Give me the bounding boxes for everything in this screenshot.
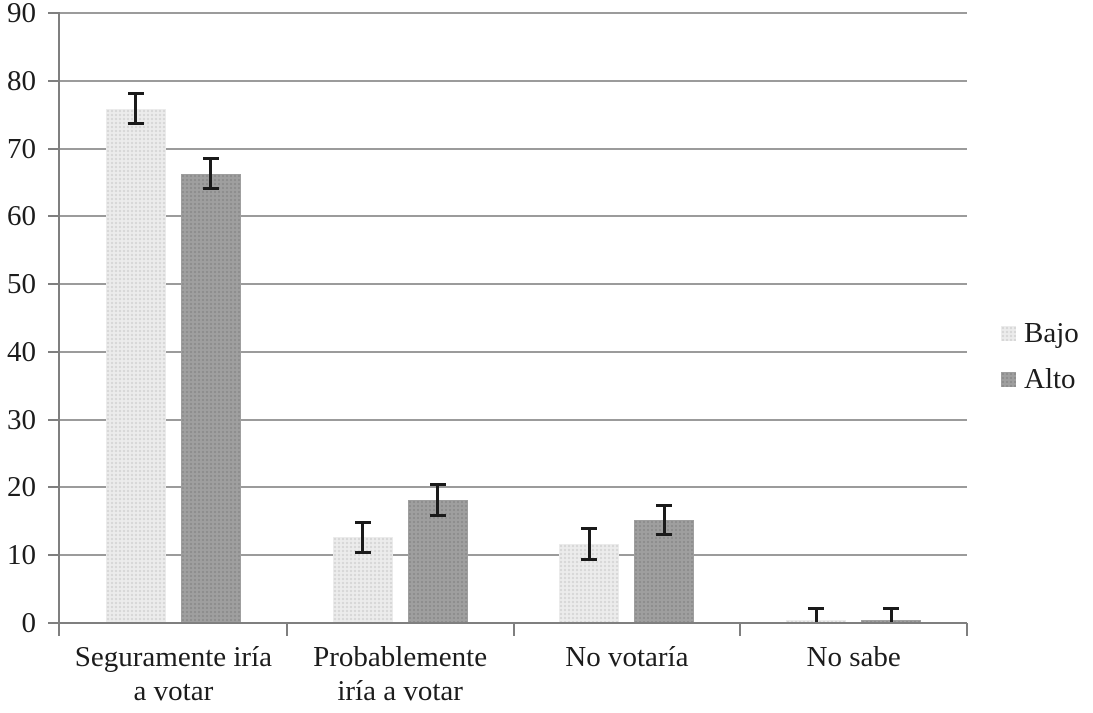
x-axis-category-label-line: Seguramente iría [74, 641, 273, 673]
legend-swatch-alto [1001, 371, 1016, 387]
bar-bajo-1 [332, 536, 393, 623]
error-bar-cap [808, 606, 825, 610]
y-axis-label: 30 [7, 403, 36, 436]
y-axis-tick [48, 283, 60, 286]
x-axis-tick [512, 623, 515, 636]
y-axis-tick [48, 12, 60, 14]
error-bar-stem [436, 484, 440, 516]
x-axis-category-label-line: No sabe [806, 641, 901, 673]
error-bar-cap [581, 557, 598, 561]
x-axis-category-label-2: No votaría [477, 640, 777, 674]
legend-swatch-bajo [1001, 325, 1016, 341]
y-axis-tick [48, 418, 60, 421]
gridline [60, 486, 967, 489]
error-bar-cap [202, 187, 219, 191]
bar-bajo-2 [559, 544, 620, 623]
x-axis-category-label-0: Seguramente iría a votar [23, 640, 323, 708]
y-axis-label: 50 [7, 268, 36, 301]
legend-item-alto: Alto [1001, 362, 1079, 396]
error-bar-stem [209, 158, 213, 189]
gridline [60, 350, 967, 353]
y-axis-label: 0 [21, 607, 37, 639]
error-bar-cap [656, 504, 673, 508]
x-axis-category-label-line: Probablemente [313, 641, 488, 673]
legend-label-bajo: Bajo [1024, 316, 1079, 349]
error-bar-stem [662, 505, 666, 535]
error-bar-stem [889, 608, 893, 623]
y-axis-tick [48, 215, 60, 218]
gridline [60, 147, 967, 150]
y-axis-label: 40 [7, 335, 36, 368]
y-axis-tick [48, 350, 60, 353]
error-bar-cap [581, 527, 598, 531]
y-axis-line [58, 13, 60, 636]
error-bar-stem [814, 608, 818, 623]
y-axis-tick [48, 554, 60, 557]
error-bar-cap [127, 92, 144, 96]
y-axis-label: 70 [7, 132, 36, 165]
x-axis-category-label-line: a votar [133, 675, 214, 707]
error-bar-cap [429, 513, 446, 517]
gridline [60, 12, 967, 14]
x-axis-category-label-1: Probablemente iría a votar [250, 640, 550, 708]
y-axis-label: 90 [7, 0, 36, 29]
error-bar-cap [127, 121, 144, 125]
y-axis-tick [48, 622, 60, 624]
gridline [60, 215, 967, 218]
legend-label-alto: Alto [1024, 362, 1076, 395]
x-axis-category-label-line: No votaría [565, 641, 689, 673]
error-bar-cap [202, 157, 219, 161]
error-bar-cap [883, 606, 900, 610]
error-bar-cap [354, 551, 371, 554]
error-bar-stem [587, 528, 591, 560]
y-axis-tick [48, 79, 60, 82]
gridline [60, 79, 967, 82]
bar-bajo-0 [105, 108, 166, 623]
y-axis-label: 20 [7, 471, 36, 504]
gridline [60, 283, 967, 286]
bar-alto-1 [407, 499, 468, 623]
error-bar-cap [429, 482, 446, 486]
x-axis-tick [739, 623, 742, 636]
x-axis-tick [966, 623, 968, 636]
y-axis-label: 10 [7, 539, 36, 572]
bar-alto-0 [180, 174, 241, 623]
gridline [60, 554, 967, 557]
error-bar-stem [361, 522, 365, 553]
error-bar-cap [354, 520, 371, 524]
legend: Bajo Alto [1001, 316, 1079, 396]
x-axis-category-label-line: iría a votar [337, 675, 463, 707]
x-axis-category-label-3: No sabe [704, 640, 1004, 674]
error-bar-cap [656, 533, 673, 537]
bar-alto-2 [634, 519, 695, 623]
legend-item-bajo: Bajo [1001, 316, 1079, 350]
y-axis-label: 80 [7, 64, 36, 97]
error-bar-stem [134, 93, 138, 124]
y-axis-label: 60 [7, 200, 36, 233]
y-axis-tick [48, 147, 60, 150]
x-axis-tick [285, 623, 288, 636]
y-axis-tick [48, 486, 60, 489]
gridline [60, 418, 967, 421]
